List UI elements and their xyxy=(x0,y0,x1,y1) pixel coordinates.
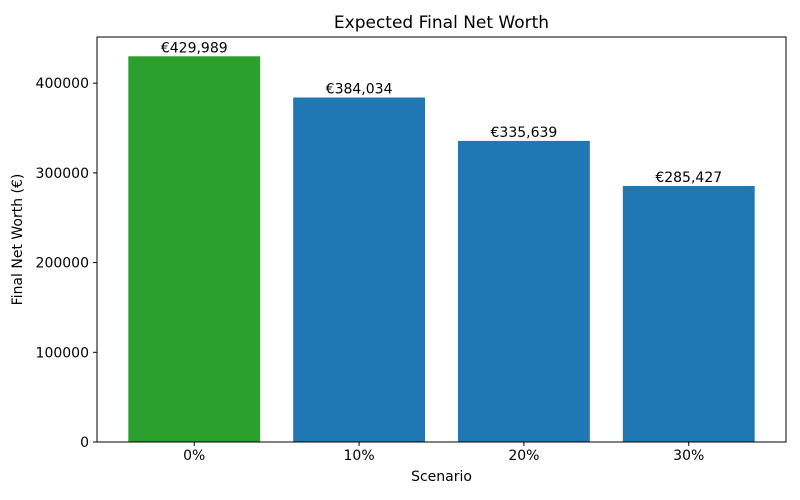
y-tick-label: 100000 xyxy=(36,345,89,361)
bar-20% xyxy=(457,140,590,442)
y-tick-label: 300000 xyxy=(36,166,89,182)
y-tick-label: 0 xyxy=(80,435,89,451)
chart-title: Expected Final Net Worth xyxy=(334,13,549,33)
x-tick-label: 0% xyxy=(183,448,205,464)
y-axis-label: Final Net Worth (€) xyxy=(10,174,26,306)
plot-border xyxy=(96,36,787,443)
x-tick-label: 20% xyxy=(508,448,539,464)
bar-0% xyxy=(128,56,261,442)
bar-30% xyxy=(622,185,755,442)
ticks-group: 0 100000 200000 300000 400000 0% 10% 20% 30% xyxy=(36,76,705,464)
x-axis-label: Scenario xyxy=(411,469,472,485)
bar-value-label: €429,989 xyxy=(161,40,228,56)
bar-value-label: €285,427 xyxy=(655,170,722,186)
bar-10% xyxy=(293,97,426,443)
bar-value-label: €384,034 xyxy=(326,82,393,98)
y-tick-label: 200000 xyxy=(36,256,89,272)
x-tick-label: 10% xyxy=(344,448,375,464)
bar-value-label: €335,639 xyxy=(491,125,558,141)
bars-group: €429,989 €384,034 €335,639 €285,427 xyxy=(128,40,755,443)
y-tick-label: 400000 xyxy=(36,76,89,92)
x-tick-label: 30% xyxy=(673,448,704,464)
